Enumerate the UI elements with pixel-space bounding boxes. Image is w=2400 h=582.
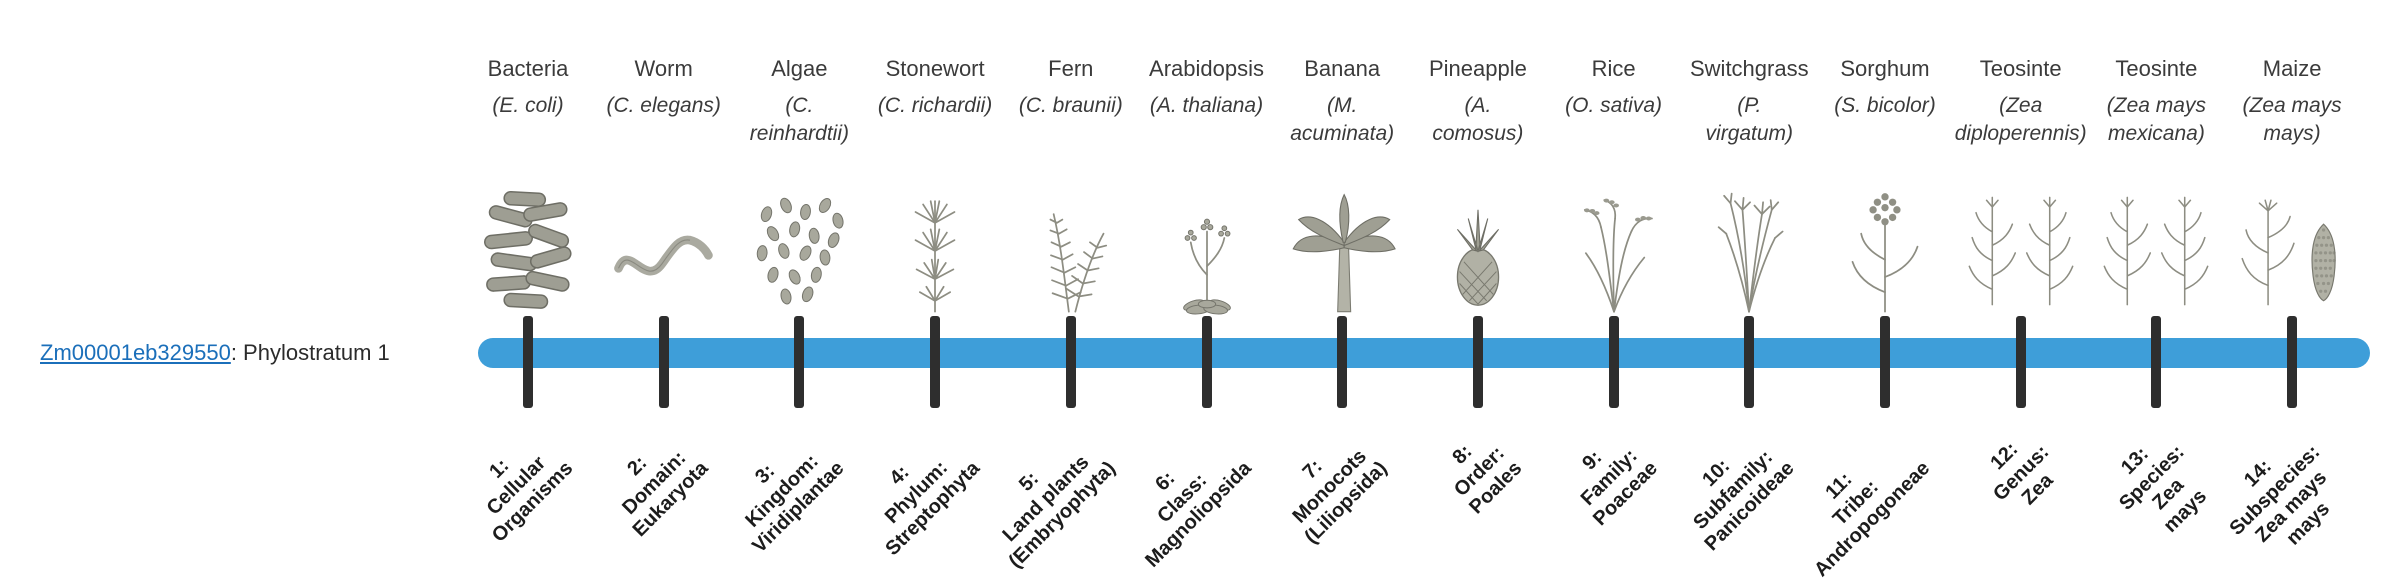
phylostratum-tick-14 xyxy=(2287,316,2298,408)
organism-common-name: Bacteria xyxy=(487,56,569,81)
phylostratum-column-2: Worm (C. elegans) 2: Domain: Eukaryota xyxy=(589,0,739,580)
phylostratum-column-8: Pineapple (A. comosus) 8: Order: Poales xyxy=(1403,0,1553,580)
organism-scientific-name: (Zea mays mexicana) xyxy=(2106,94,2206,145)
organism-scientific-name: (C. elegans) xyxy=(606,94,721,117)
phylostratum-tick-5 xyxy=(1065,316,1076,408)
phylostratum-label: 7: Monocots (Liliopsida) xyxy=(1287,445,1392,549)
phylostratum-label: 2: Domain: Eukaryota xyxy=(617,446,713,542)
organism-common-name: Sorghum xyxy=(1840,56,1930,81)
organism-common-name: Teosinte xyxy=(2115,56,2198,81)
organism-scientific-name: (E. coli) xyxy=(492,94,564,117)
phylostratum-tick-1 xyxy=(523,316,533,408)
phylostratum-tick-13 xyxy=(2151,316,2162,408)
organism-common-name: Stonewort xyxy=(885,56,985,81)
phylostratum-tick-7 xyxy=(1337,316,1348,408)
gene-link[interactable]: Zm00001eb329550 xyxy=(40,340,231,365)
phylostratum-tick-2 xyxy=(658,316,669,408)
organism-scientific-name: (C. reinhardtii) xyxy=(749,94,849,145)
organism-scientific-name: (A. comosus) xyxy=(1432,94,1524,145)
organism-common-name: Banana xyxy=(1304,56,1381,81)
organism-common-name: Switchgrass xyxy=(1690,56,1809,81)
phylostratum-label: 12: Genus: Zea xyxy=(1986,438,2058,510)
phylostratum-column-4: Stonewort (C. richardii) 4: Phylum: Stre… xyxy=(860,0,1010,580)
phylostratum-tick-6 xyxy=(1201,316,1212,408)
organism-scientific-name: (C. braunii) xyxy=(1018,94,1123,117)
phylostratum-tick-11 xyxy=(1880,316,1890,408)
phylostratum-tick-9 xyxy=(1608,316,1619,408)
organism-scientific-name: (P. virgatum) xyxy=(1705,94,1794,145)
banana-icon xyxy=(1267,178,1417,316)
organism-common-name: Fern xyxy=(1048,56,1094,81)
phylostratum-column-14: Maize (Zea mays mays) 14: Subspecies: Ze… xyxy=(2217,0,2367,580)
sorghum-icon xyxy=(1810,178,1960,316)
teosinte-mexicana-icon xyxy=(2081,178,2231,316)
maize-icon xyxy=(2217,178,2367,316)
arabidopsis-icon xyxy=(1132,178,1282,316)
phylostratum-label: 8: Order: Poales xyxy=(1448,440,1527,519)
organism-common-name: Worm xyxy=(634,56,693,81)
phylostratum-column-7: Banana (M. acuminata) 7: Monocots (Lilio… xyxy=(1267,0,1417,580)
phylostratum-tick-4 xyxy=(930,316,941,408)
phylostratum-tick-3 xyxy=(794,316,805,408)
phylostratum-label: 3: Kingdom: Viridiplantae xyxy=(740,450,849,558)
organism-scientific-name: (Zea mays mays) xyxy=(2242,94,2342,145)
phylostratum-column-13: Teosinte (Zea mays mexicana) 13: Species… xyxy=(2081,0,2231,580)
switchgrass-icon xyxy=(1674,178,1824,316)
phylostratum-column-9: Rice (O. sativa) 9: Family: Poaceae xyxy=(1539,0,1689,580)
phylostratum-column-1: Bacteria (E. coli) 1: Cellular Organisms xyxy=(453,0,603,580)
organism-common-name: Algae xyxy=(771,56,828,81)
phylostratum-tick-10 xyxy=(1744,316,1755,408)
phylostratum-label: 9: Family: Poaceae xyxy=(1576,444,1663,531)
rice-icon xyxy=(1539,178,1689,316)
organism-common-name: Pineapple xyxy=(1428,56,1527,81)
organism-common-name: Rice xyxy=(1591,56,1636,81)
organism-scientific-name: (M. acuminata) xyxy=(1290,94,1395,145)
phylostratum-label: 1: Cellular Organisms xyxy=(481,451,577,547)
phylostratum-tick-12 xyxy=(2015,316,2026,408)
bacteria-icon xyxy=(453,178,603,316)
phylostratum-column-11: Sorghum (S. bicolor) 11: Tribe: Andropog… xyxy=(1810,0,1960,581)
phylostratum-column-3: Algae (C. reinhardtii) 3: Kingdom: Virid… xyxy=(724,0,874,580)
phylostratum-column-6: Arabidopsis (A. thaliana) 6: Class: Magn… xyxy=(1132,0,1282,580)
worm-icon xyxy=(589,178,739,316)
gene-label: Zm00001eb329550: Phylostratum 1 xyxy=(40,340,390,366)
algae-icon xyxy=(724,178,874,316)
phylostratum-column-10: Switchgrass (P. virgatum) 10: Subfamily:… xyxy=(1674,0,1824,580)
organism-scientific-name: (C. richardii) xyxy=(877,94,993,117)
stonewort-icon xyxy=(860,178,1010,316)
organism-common-name: Arabidopsis xyxy=(1149,56,1264,81)
phylostratum-label: 10: Subfamily: Panicoideae xyxy=(1688,445,1799,556)
organism-scientific-name: (A. thaliana) xyxy=(1149,94,1264,117)
organism-common-name: Teosinte xyxy=(1979,56,2062,81)
phylostratum-label: 13: Species: Zea mays xyxy=(2114,440,2211,537)
organism-scientific-name: (Zea diploperennis) xyxy=(1954,94,2087,145)
teosinte-diploperennis-icon xyxy=(1946,178,2096,316)
organism-common-name: Maize xyxy=(2262,56,2322,81)
phylostratum-label: 14: Subspecies: Zea mays mays xyxy=(2225,440,2335,550)
organism-scientific-name: (O. sativa) xyxy=(1565,94,1663,117)
phylostratum-column-5: Fern (C. braunii) 5: Land plants (Embryo… xyxy=(996,0,1146,580)
phylostratum-column-12: Teosinte (Zea diploperennis) 12: Genus: … xyxy=(1946,0,2096,580)
phylostratum-label: 4: Phylum: Streptophyta xyxy=(880,456,985,561)
organism-scientific-name: (S. bicolor) xyxy=(1834,94,1936,117)
pineapple-icon xyxy=(1403,178,1553,316)
phylostrata-bar xyxy=(478,338,2370,368)
fern-icon xyxy=(996,178,1146,316)
phylostratum-tick-8 xyxy=(1472,316,1483,408)
gene-phylostratum-text: : Phylostratum 1 xyxy=(230,340,390,365)
